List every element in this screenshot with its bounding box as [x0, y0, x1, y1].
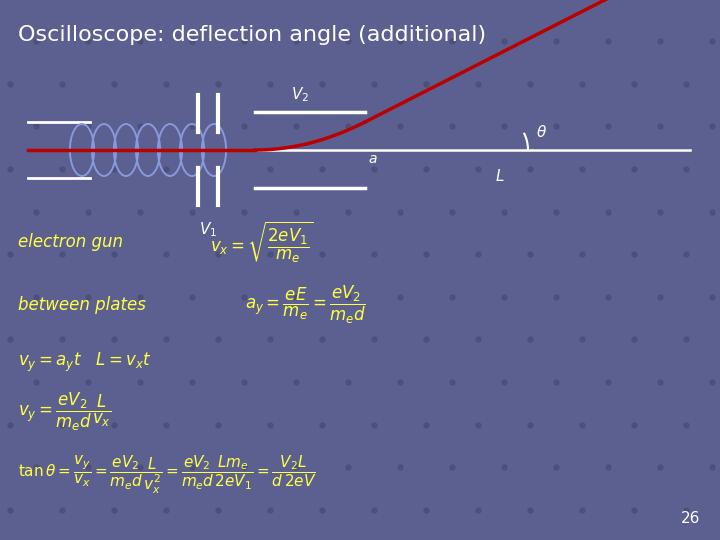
Text: between plates: between plates — [18, 296, 146, 314]
Text: $\theta$: $\theta$ — [536, 124, 547, 140]
Text: Oscilloscope: deflection angle (additional): Oscilloscope: deflection angle (addition… — [18, 25, 486, 45]
Text: $V_1$: $V_1$ — [199, 220, 217, 239]
Text: $v_x = \sqrt{\dfrac{2eV_1}{m_e}}$: $v_x = \sqrt{\dfrac{2eV_1}{m_e}}$ — [210, 219, 313, 265]
Text: electron gun: electron gun — [18, 233, 123, 251]
Text: $v_y = \dfrac{eV_2}{m_e d} \dfrac{L}{v_x}$: $v_y = \dfrac{eV_2}{m_e d} \dfrac{L}{v_x… — [18, 391, 112, 433]
Text: $\tan\theta = \dfrac{v_y}{v_x} = \dfrac{eV_2}{m_e d} \dfrac{L}{v_x^2} = \dfrac{e: $\tan\theta = \dfrac{v_y}{v_x} = \dfrac{… — [18, 454, 316, 496]
Text: $a_y = \dfrac{eE}{m_e} = \dfrac{eV_2}{m_e d}$: $a_y = \dfrac{eE}{m_e} = \dfrac{eV_2}{m_… — [245, 284, 366, 326]
Text: $v_y = a_y t \quad L = v_x t$: $v_y = a_y t \quad L = v_x t$ — [18, 350, 152, 374]
Text: $L$: $L$ — [495, 168, 505, 184]
Text: 26: 26 — [680, 511, 700, 526]
Text: $a$: $a$ — [368, 152, 377, 166]
Text: $V_2$: $V_2$ — [291, 85, 309, 104]
